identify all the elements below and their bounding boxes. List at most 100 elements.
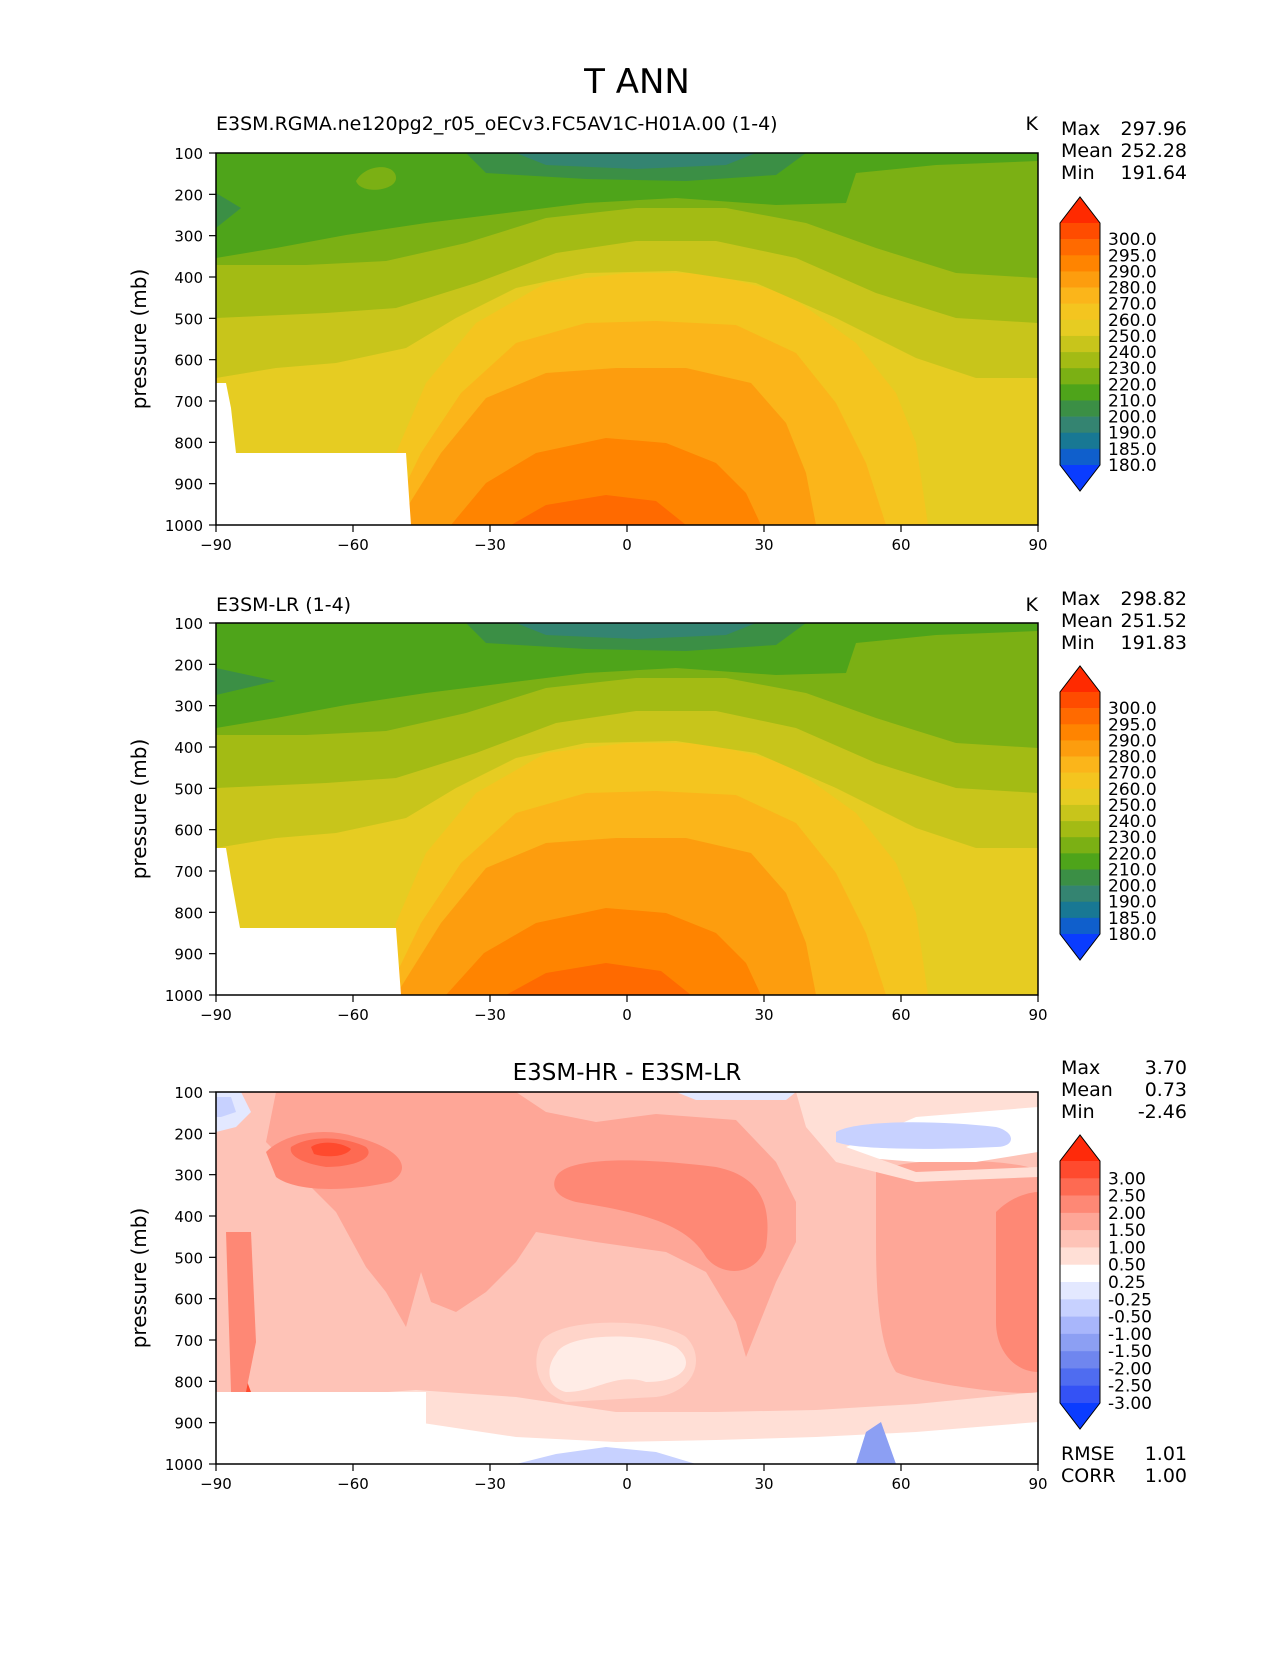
colorbar-label: 260.0: [1108, 311, 1157, 331]
rmse-value: 1.01: [1145, 1443, 1187, 1465]
x-tick-label: −60: [337, 1475, 369, 1493]
y-tick-label: 700: [174, 863, 203, 881]
colorbar-swatch: [1060, 1299, 1100, 1317]
colorbar-label: 185.0: [1108, 909, 1157, 929]
colorbar-swatch: [1060, 319, 1100, 337]
x-tick-label: −30: [474, 1006, 506, 1024]
y-tick-label: 800: [174, 904, 203, 922]
colorbar-label: 210.0: [1108, 391, 1157, 411]
colorbar-label: 295.0: [1108, 715, 1157, 735]
colorbar-label: 240.0: [1108, 343, 1157, 363]
colorbar-label: -1.50: [1108, 1342, 1152, 1362]
y-tick-label: 900: [174, 946, 203, 964]
colorbar-label: 300.0: [1108, 699, 1157, 719]
colorbar-swatch: [1060, 1368, 1100, 1387]
colorbar-bottom-arrow: [1060, 934, 1100, 960]
y-tick-label: 1000: [165, 1456, 203, 1474]
colorbar-label: 2.50: [1108, 1187, 1146, 1207]
stats-2: Max 298.82 Mean 251.52 Min 191.83: [1061, 588, 1187, 654]
contour-field-3: [216, 1092, 1038, 1464]
stats-1: Max 297.96 Mean 252.28 Min 191.64: [1061, 118, 1187, 184]
colorbar-label: -2.50: [1108, 1377, 1152, 1397]
colorbar-outline: [1059, 665, 1101, 961]
panel-2-units: K: [1026, 594, 1039, 616]
stat-label-min-3: Min: [1061, 1101, 1095, 1123]
x-tick-label: 0: [622, 536, 632, 554]
y-tick-label: 100: [174, 145, 203, 163]
colorbar-swatch: [1060, 432, 1100, 450]
y-axis-label-1: pressure (mb): [127, 269, 151, 410]
y-tick-label: 500: [174, 310, 203, 328]
x-tick-label: −90: [200, 1475, 232, 1493]
colorbar-swatch: [1060, 416, 1100, 434]
colorbar-label: 0.25: [1108, 1273, 1146, 1293]
colorbar-swatch: [1060, 1264, 1100, 1283]
colorbar-label: 180.0: [1108, 925, 1157, 945]
x-tick-label: 60: [891, 1006, 910, 1024]
corr-label: CORR: [1061, 1465, 1116, 1487]
colorbar-top-arrow: [1060, 666, 1100, 692]
y-tick-label: 400: [174, 269, 203, 287]
colorbar-swatch: [1060, 869, 1100, 886]
y-tick-label: 900: [174, 1415, 203, 1433]
colorbar-label: 250.0: [1108, 796, 1157, 816]
colorbar-swatch: [1060, 1178, 1100, 1196]
colorbar-swatch: [1060, 1161, 1100, 1179]
stat-label-min-1: Min: [1061, 162, 1095, 184]
colorbar-label: 3.00: [1108, 1169, 1146, 1189]
panel-1-units: K: [1026, 113, 1039, 135]
y-axis-label-3: pressure (mb): [127, 1208, 151, 1349]
stats-3: Max 3.70 Mean 0.73 Min -2.46: [1061, 1057, 1187, 1123]
colorbar-label: 210.0: [1108, 860, 1157, 880]
colorbar-swatch: [1060, 788, 1100, 806]
stat-value-max-2: 298.82: [1121, 588, 1187, 610]
y-tick-label: 200: [174, 186, 203, 204]
colorbar-swatch: [1060, 804, 1100, 822]
y-tick-label: 800: [174, 1373, 203, 1391]
x-tick-label: 30: [754, 1006, 773, 1024]
y-tick-label: 600: [174, 822, 203, 840]
colorbar-swatch: [1060, 1282, 1100, 1300]
colorbar-swatch: [1060, 1195, 1100, 1214]
colorbar-swatch: [1060, 1230, 1100, 1248]
colorbar-label: 270.0: [1108, 764, 1157, 784]
colorbar-label: -3.00: [1108, 1394, 1152, 1414]
stat-label-mean-3: Mean: [1061, 1079, 1113, 1101]
colorbar-swatch: [1060, 708, 1100, 725]
colorbar-swatch: [1060, 1385, 1100, 1404]
colorbar-swatch: [1060, 1212, 1100, 1231]
x-tick-label: −60: [337, 1006, 369, 1024]
y-tick-label: 1000: [165, 987, 203, 1005]
colorbar-swatch: [1060, 352, 1100, 369]
panel-2: E3SM-LR (1-4) K pressure (mb) 1002003004…: [127, 594, 1048, 1024]
panel-1: E3SM.RGMA.ne120pg2_r05_oECv3.FC5AV1C-H01…: [127, 113, 1048, 554]
panel-2-title: E3SM-LR (1-4): [216, 594, 351, 616]
y-tick-label: 500: [174, 1249, 203, 1267]
colorbar-swatch: [1060, 384, 1100, 401]
colorbar-top-arrow: [1060, 1135, 1100, 1161]
stat-label-min-2: Min: [1061, 632, 1095, 654]
colorbar-swatch: [1060, 724, 1100, 741]
colorbar-swatch: [1060, 772, 1100, 790]
colorbar-label: 1.00: [1108, 1238, 1146, 1258]
contour-field-1: [216, 153, 1038, 525]
colorbar-label: 190.0: [1108, 424, 1157, 444]
x-ticks-2: −90 −60 −30 0 30 60 90: [200, 995, 1048, 1024]
x-ticks-3: −90 −60 −30 0 30 60 90: [200, 1464, 1048, 1493]
colorbar-label: 1.50: [1108, 1221, 1146, 1241]
colorbar-label: 240.0: [1108, 812, 1157, 832]
colorbar-label: 190.0: [1108, 893, 1157, 913]
x-tick-label: 0: [622, 1006, 632, 1024]
corr-value: 1.00: [1145, 1465, 1187, 1487]
colorbar-label: 270.0: [1108, 295, 1157, 315]
footer-stats-3: RMSE 1.01 CORR 1.00: [1061, 1443, 1187, 1487]
colorbar-swatch: [1060, 287, 1100, 304]
stat-label-max-3: Max: [1061, 1057, 1100, 1079]
x-tick-label: 0: [622, 1475, 632, 1493]
colorbar-label: 0.50: [1108, 1256, 1146, 1276]
colorbar-label: 290.0: [1108, 731, 1157, 751]
x-tick-label: −90: [200, 1006, 232, 1024]
colorbar-swatch: [1060, 692, 1100, 709]
stat-value-max-1: 297.96: [1121, 118, 1187, 140]
colorbar-label: 300.0: [1108, 230, 1157, 250]
